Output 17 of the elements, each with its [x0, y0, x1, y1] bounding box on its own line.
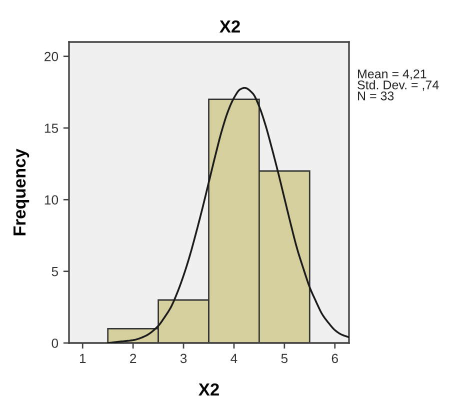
- y-tick-label: 0: [52, 338, 58, 348]
- y-axis-title: Frequency: [14, 148, 30, 236]
- x-tick-label: 5: [281, 354, 288, 364]
- chart-title: X2: [220, 20, 240, 32]
- y-tick-label: 15: [44, 124, 58, 133]
- text: N = 33: [358, 92, 394, 100]
- text: Std. Dev. = ,74: [358, 80, 439, 91]
- x-tick-label: 6: [332, 354, 338, 364]
- x-tick-label: 2: [130, 354, 136, 363]
- x-tick-label: 4: [230, 354, 238, 363]
- y-tick-label: 10: [44, 195, 58, 205]
- x-tick-label: 3: [180, 354, 187, 364]
- x-tick-label: 1: [80, 354, 86, 363]
- x-axis-title: X2: [198, 383, 219, 396]
- y-tick-label: 20: [44, 52, 58, 62]
- y-tick-label: 5: [52, 267, 58, 276]
- text: Mean = 4,21: [358, 70, 426, 80]
